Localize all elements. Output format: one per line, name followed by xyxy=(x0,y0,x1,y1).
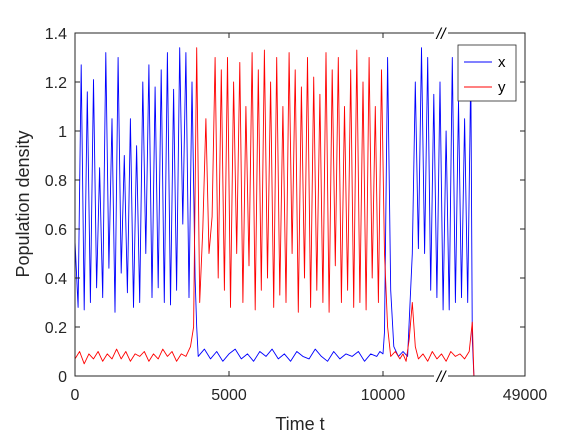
y-tick-label: 0 xyxy=(58,369,67,386)
y-tick-label: 1.4 xyxy=(45,26,67,43)
y-tick-label: 0.6 xyxy=(45,222,67,239)
ticks-layer: 0 0.2 0.4 0.6 0.8 1 1.2 1.4 0 5000 10000 49000 xyxy=(45,26,548,404)
x-tick-label: 0 xyxy=(71,387,80,404)
series-x-line xyxy=(74,47,525,377)
y-tick-label: 0.2 xyxy=(45,320,67,337)
legend-box xyxy=(457,44,517,102)
x-tick-label: 5000 xyxy=(211,387,247,404)
legend: xy xyxy=(457,44,517,102)
y-tick-label: 1 xyxy=(58,124,67,141)
y-tick-label: 1.2 xyxy=(45,75,67,92)
plot-frame xyxy=(74,32,526,377)
break-marker-bottom: // xyxy=(436,369,447,386)
break-mask xyxy=(434,25,448,41)
y-tick-label: 0.8 xyxy=(45,173,67,190)
y-tick-label: 0.4 xyxy=(45,271,67,288)
x-axis-label: Time t xyxy=(275,414,324,434)
y-axis-label: Population density xyxy=(13,130,33,277)
series-y-line xyxy=(74,47,525,377)
break-mask xyxy=(434,368,448,384)
axes-layer xyxy=(74,32,526,377)
break-marker-top: // xyxy=(436,26,447,43)
legend-label-x: x xyxy=(498,54,506,71)
x-tick-label: 10000 xyxy=(361,387,406,404)
legend-label-y: y xyxy=(498,79,506,96)
axis-break: // // xyxy=(434,25,448,386)
series-layer xyxy=(74,47,525,377)
x-tick-label: 49000 xyxy=(503,387,548,404)
